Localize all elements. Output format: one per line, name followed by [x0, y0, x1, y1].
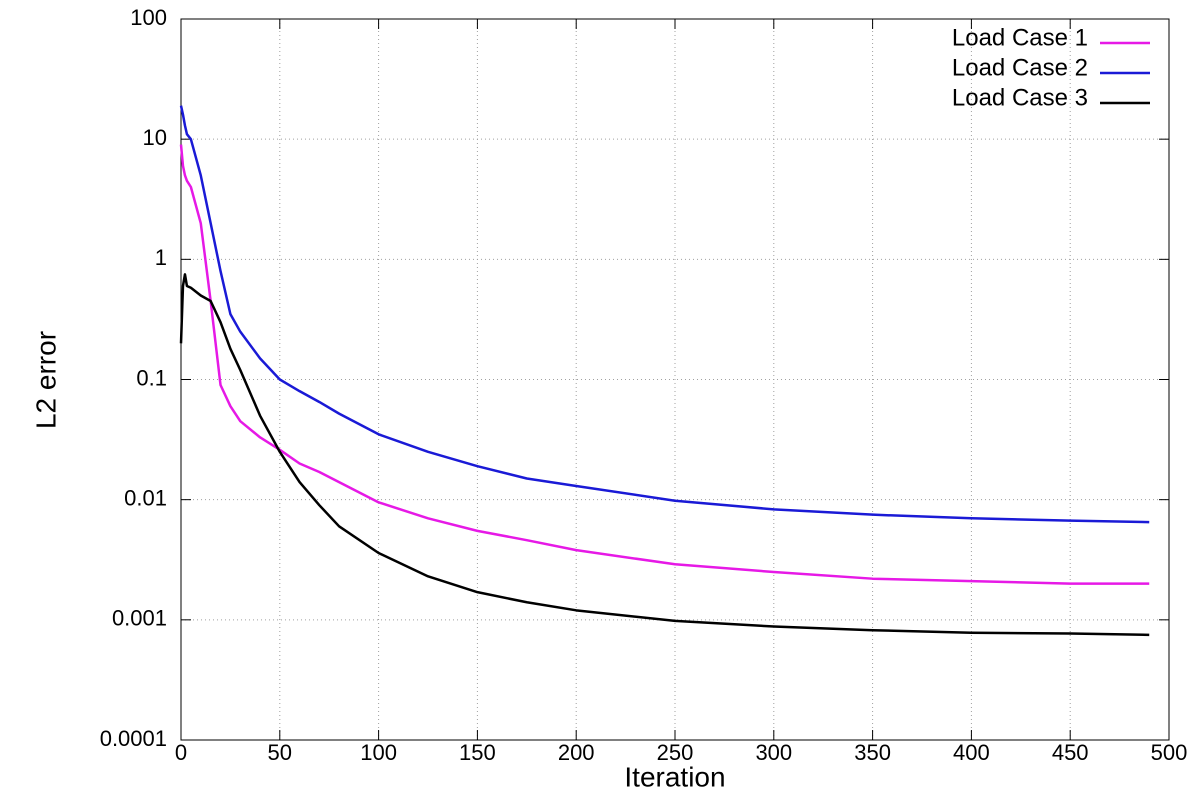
data-line: [179, 105, 1150, 524]
y-axis-title: L2 error: [30, 331, 61, 429]
x-tick-label: 250: [657, 740, 694, 765]
x-axis-title: Iteration: [624, 761, 725, 792]
legend-label: Load Case 1: [952, 24, 1088, 51]
x-tick-label: 150: [459, 740, 496, 765]
data-line: [179, 273, 1150, 637]
x-tick-label: 0: [175, 740, 187, 765]
x-tick-label: 500: [1151, 740, 1188, 765]
x-tick-label: 450: [1052, 740, 1089, 765]
y-tick-label: 1: [155, 245, 167, 270]
y-tick-label: 0.0001: [100, 726, 167, 751]
legend-label: Load Case 3: [952, 84, 1088, 111]
x-tick-label: 200: [558, 740, 595, 765]
x-tick-label: 100: [360, 740, 397, 765]
x-tick-label: 350: [854, 740, 891, 765]
x-tick-label: 50: [268, 740, 292, 765]
x-tick-label: 400: [953, 740, 990, 765]
y-tick-label: 0.01: [124, 485, 167, 510]
legend-label: Load Case 2: [952, 54, 1088, 81]
y-tick-label: 10: [143, 125, 167, 150]
y-tick-label: 100: [130, 5, 167, 30]
plot-frame: [180, 18, 1170, 741]
data-line: [179, 144, 1150, 585]
y-tick-label: 0.001: [112, 606, 167, 631]
x-tick-label: 300: [755, 740, 792, 765]
y-tick-label: 0.1: [136, 365, 167, 390]
